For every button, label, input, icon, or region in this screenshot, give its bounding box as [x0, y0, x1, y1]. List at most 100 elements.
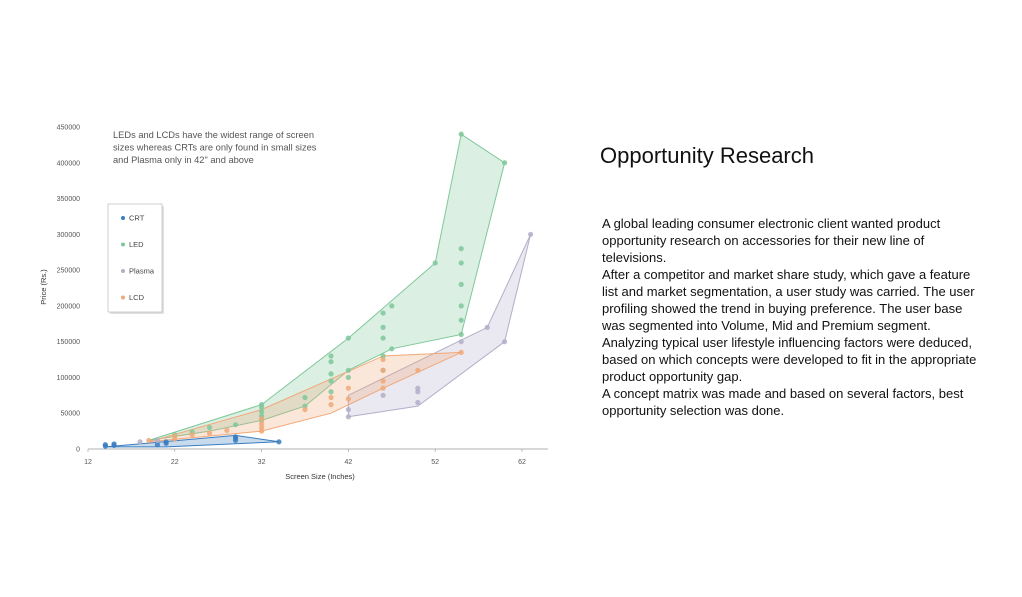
point-lcd — [380, 367, 386, 373]
point-crt — [163, 439, 169, 445]
point-plasma — [415, 389, 421, 395]
series-envelopes — [105, 133, 532, 448]
point-plasma — [528, 231, 534, 237]
point-led — [302, 394, 308, 401]
point-plasma — [458, 339, 464, 345]
point-lcd — [380, 356, 386, 363]
x-tick-label: 42 — [344, 459, 352, 466]
point-led — [458, 281, 464, 288]
x-tick-label: 52 — [431, 459, 439, 466]
point-led — [345, 367, 351, 373]
point-lcd — [458, 349, 464, 355]
point-lcd — [206, 430, 213, 436]
point-lcd — [258, 421, 265, 427]
point-lcd — [172, 433, 178, 439]
y-tick-label: 400000 — [57, 160, 80, 167]
page-title: Opportunity Research — [600, 143, 814, 168]
x-tick-label: 22 — [171, 459, 179, 466]
legend-label-plasma: Plasma — [129, 267, 155, 276]
point-lcd — [380, 385, 386, 391]
description: A global leading consumer electronic cli… — [602, 215, 982, 419]
point-lcd — [345, 385, 351, 391]
legend-marker-crt — [121, 216, 125, 220]
point-led — [380, 353, 386, 359]
y-tick-label: 200000 — [57, 303, 80, 310]
point-plasma — [415, 399, 421, 406]
point-led — [502, 160, 508, 166]
legend-marker-plasma — [121, 269, 125, 273]
legend-label-crt: CRT — [129, 214, 145, 223]
point-led — [328, 389, 334, 395]
point-lcd — [258, 416, 265, 422]
point-led — [389, 346, 395, 352]
point-led — [380, 335, 386, 341]
point-led — [328, 371, 334, 377]
point-led — [258, 402, 265, 408]
point-led — [206, 424, 213, 431]
point-led — [458, 303, 464, 309]
paragraph-intro: A global leading consumer electronic cli… — [602, 216, 941, 265]
y-tick-label: 50000 — [61, 411, 81, 418]
point-led — [458, 260, 464, 266]
legend-marker-lcd — [121, 295, 125, 300]
point-plasma — [137, 439, 143, 445]
point-lcd — [258, 424, 265, 431]
point-plasma — [154, 437, 161, 444]
point-led — [258, 409, 265, 415]
y-tick-label: 300000 — [57, 232, 80, 239]
y-tick-label: 450000 — [57, 125, 80, 132]
series-points — [102, 131, 534, 449]
point-led — [328, 378, 334, 384]
point-lcd — [345, 396, 351, 402]
point-led — [380, 324, 386, 330]
point-led — [458, 246, 464, 252]
point-led — [458, 317, 464, 323]
point-lcd — [415, 367, 421, 373]
annotation-line: LEDs and LCDs have the widest range of s… — [113, 130, 314, 140]
point-lcd — [224, 427, 230, 433]
x-tick-label: 62 — [518, 459, 526, 466]
point-led — [328, 353, 334, 359]
point-plasma — [345, 407, 351, 413]
point-led — [345, 335, 351, 341]
paragraph-conclusion: A concept matrix was made and based on s… — [602, 386, 964, 418]
point-lcd — [258, 428, 265, 434]
point-lcd — [146, 437, 152, 444]
point-lcd — [302, 407, 308, 413]
point-led — [328, 359, 334, 365]
point-crt — [154, 442, 161, 448]
point-lcd — [380, 378, 386, 384]
legend-label-lcd: LCD — [129, 293, 145, 302]
x-tick-label: 32 — [258, 459, 266, 466]
x-axis-label: Screen Size (Inches) — [285, 472, 355, 481]
chart-annotation: LEDs and LCDs have the widest range of s… — [113, 130, 317, 165]
point-plasma — [345, 414, 351, 420]
point-led — [345, 374, 351, 381]
point-lcd — [328, 402, 334, 408]
point-plasma — [415, 385, 421, 391]
point-led — [458, 331, 464, 338]
point-plasma — [502, 339, 508, 345]
point-led — [380, 310, 386, 316]
paragraph-study: After a competitor and market share stud… — [602, 267, 977, 384]
x-tick-label: 12 — [84, 459, 92, 466]
point-plasma — [380, 392, 386, 398]
point-led — [302, 403, 308, 409]
point-lcd — [189, 432, 195, 438]
point-crt — [102, 442, 108, 448]
axes — [87, 448, 548, 452]
point-crt — [232, 434, 239, 440]
point-led — [232, 422, 239, 428]
point-led — [458, 131, 464, 137]
y-tick-label: 0 — [76, 447, 80, 454]
point-plasma — [484, 324, 490, 330]
tick-labels: 12 22 32 42 52 62 0 50000 100000 150000 200000 2500… — [57, 125, 526, 467]
legend-label-led: LED — [129, 240, 144, 249]
point-led — [389, 303, 395, 309]
legend-box — [107, 203, 163, 313]
point-crt — [276, 439, 282, 445]
point-lcd — [328, 394, 334, 401]
point-crt — [111, 441, 117, 447]
annotation-line: sizes whereas CRTs are only found in sma… — [113, 143, 317, 153]
